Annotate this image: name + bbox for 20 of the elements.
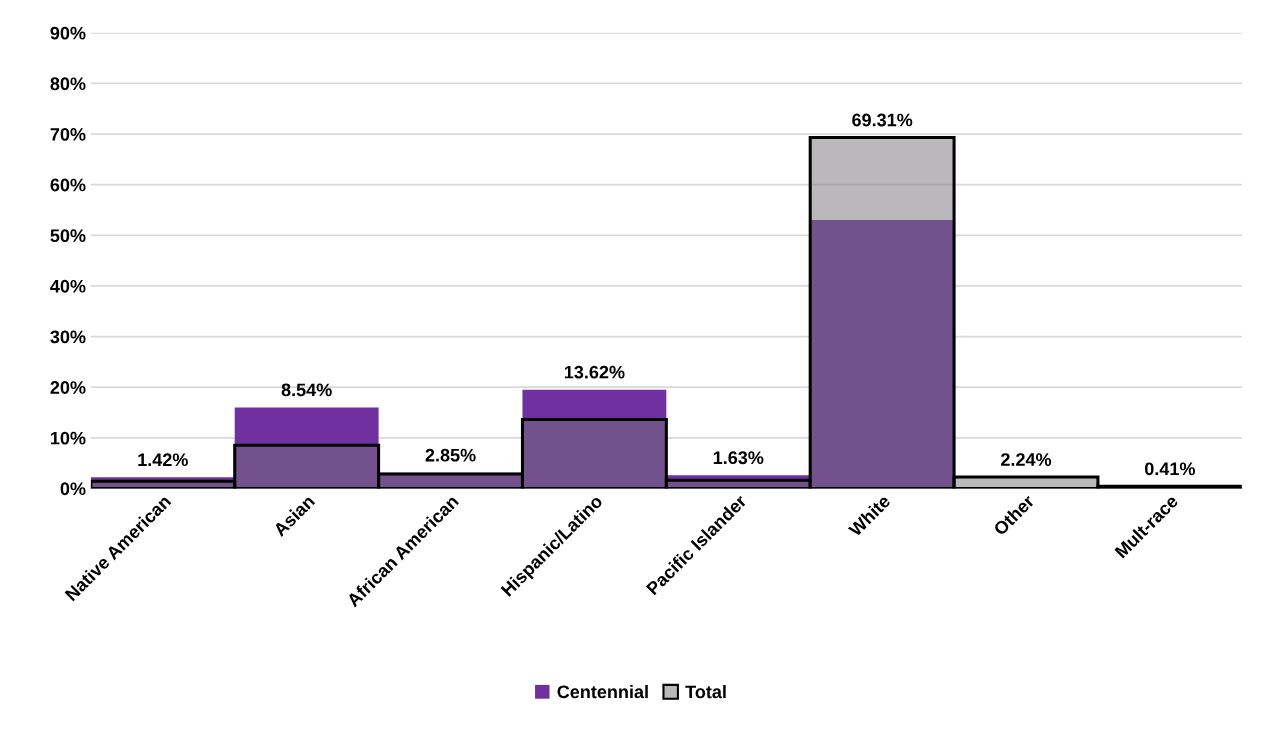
y-tick-label: 80% [50, 77, 86, 91]
legend-label: Total [685, 684, 726, 699]
y-tick-label: 40% [50, 279, 86, 293]
data-label: 13.62% [564, 365, 625, 379]
y-tick-label: 0% [60, 482, 86, 496]
data-label: 1.42% [138, 453, 188, 467]
data-label: 2.24% [1001, 453, 1052, 466]
y-tick-label: 30% [50, 330, 86, 344]
y-tick-label: 70% [50, 127, 86, 141]
y-tick-label: 10% [51, 431, 86, 445]
legend-label: Centennial [557, 684, 648, 699]
y-tick-label: 50% [50, 229, 86, 243]
data-label: 2.85% [425, 448, 476, 462]
data-label: 1.63% [713, 451, 764, 465]
y-tick-label: 90% [50, 26, 86, 40]
data-label: 0.41% [1144, 462, 1195, 476]
y-tick-label: 60% [50, 178, 86, 192]
data-label: 69.31% [852, 113, 913, 127]
y-tick-label: 20% [50, 381, 86, 394]
data-label: 8.54% [281, 383, 332, 397]
